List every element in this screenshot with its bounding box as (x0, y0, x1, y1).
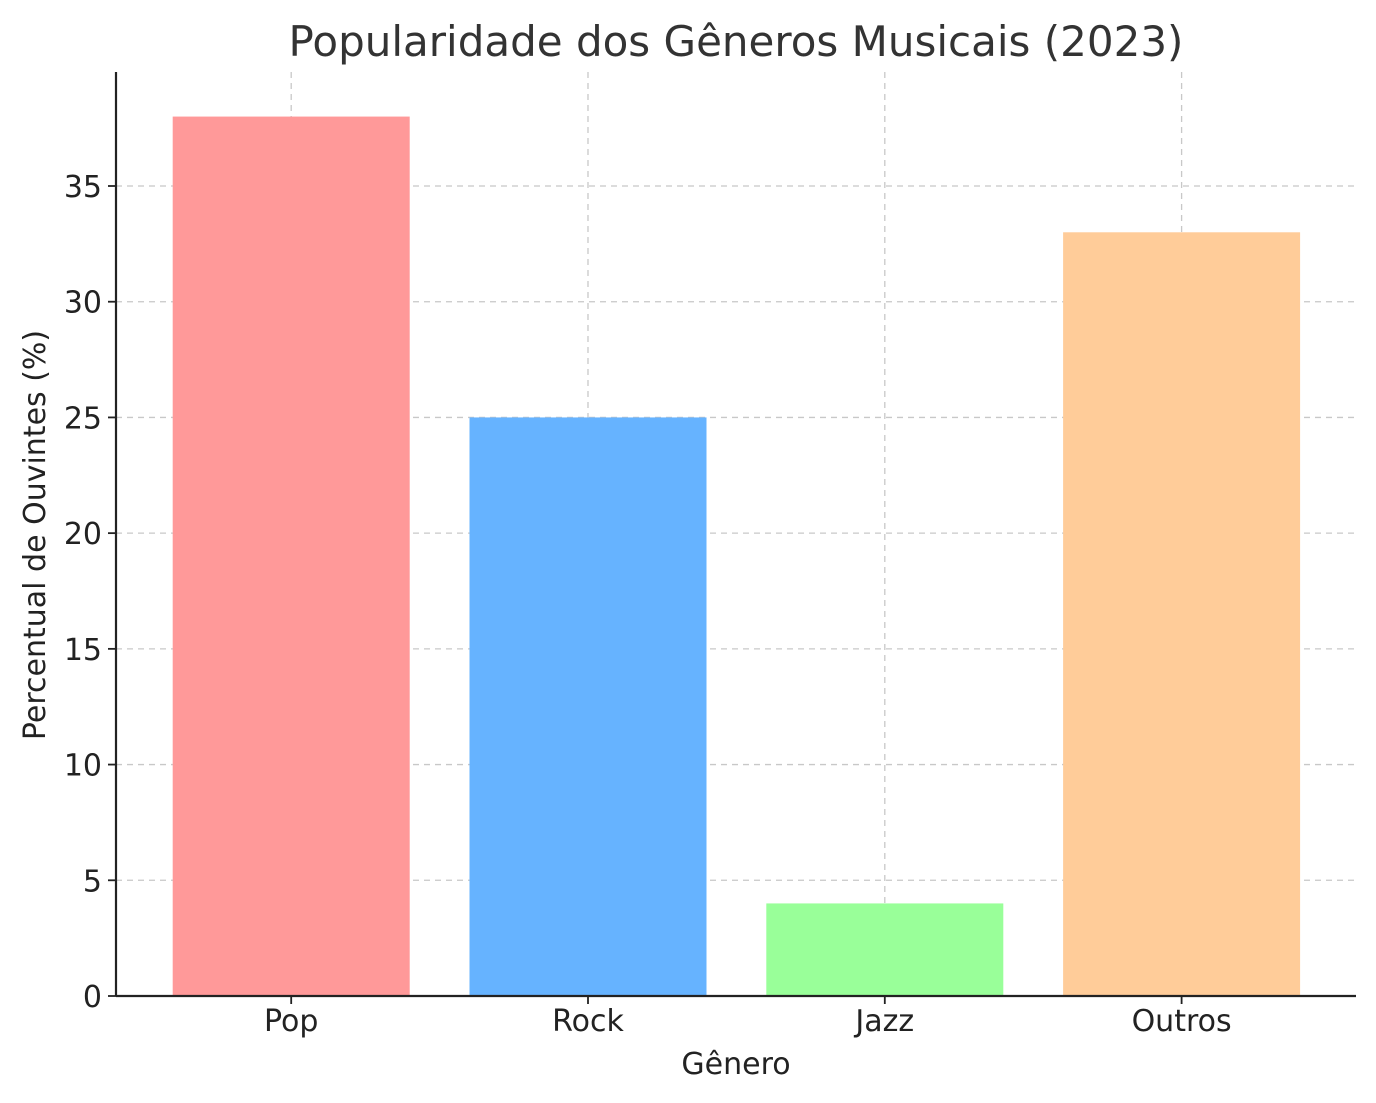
axes (108, 72, 1356, 1004)
y-tick-label: 10 (64, 749, 102, 784)
x-tick-label: Outros (1132, 1004, 1232, 1039)
bars (172, 116, 1301, 997)
x-tick-label: Rock (552, 1004, 624, 1039)
y-tick-label: 15 (64, 633, 102, 668)
x-tick-label: Jazz (853, 1004, 914, 1039)
y-axis-label: Percentual de Ouvintes (%) (18, 330, 53, 740)
y-tick-label: 5 (83, 864, 102, 899)
bar-pop (172, 116, 410, 997)
bar-outros (1063, 232, 1301, 997)
x-tick-label: Pop (264, 1004, 318, 1039)
y-tick-label: 30 (64, 286, 102, 321)
bar-jazz (766, 903, 1004, 996)
grid-lines (116, 72, 1356, 996)
bar-rock (469, 417, 707, 996)
tick-labels: 0 5 10 15 20 25 30 35 Pop Rock Jazz Outros (64, 170, 1232, 1039)
x-axis-label: Gênero (681, 1047, 790, 1082)
y-tick-label: 0 (83, 980, 102, 1015)
chart-title: Popularidade dos Gêneros Musicais (2023) (289, 17, 1184, 66)
y-tick-label: 25 (64, 401, 102, 436)
y-tick-label: 20 (64, 517, 102, 552)
y-tick-label: 35 (64, 170, 102, 205)
